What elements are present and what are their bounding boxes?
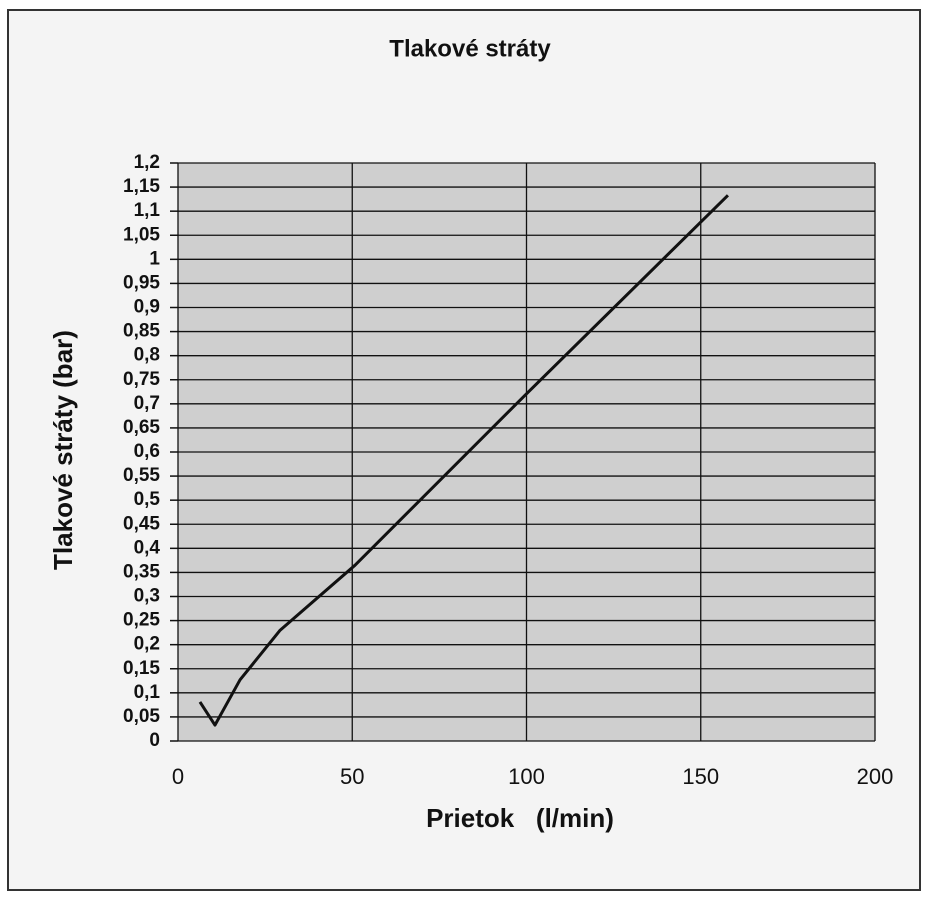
x-tick-label: 200 (857, 764, 894, 789)
y-tick-label: 1,05 (123, 224, 160, 245)
chart-title: Tlakové stráty (389, 35, 551, 62)
y-tick-label: 0,65 (123, 417, 160, 438)
y-tick-label: 0,6 (134, 441, 160, 462)
y-tick-label: 0,05 (123, 706, 160, 727)
y-tick-label: 0,3 (134, 586, 160, 607)
y-tick-label: 0,2 (134, 634, 160, 655)
y-tick-label: 0,85 (123, 321, 160, 342)
y-tick-label: 0,4 (134, 537, 161, 558)
y-tick-label: 0,15 (123, 658, 160, 679)
x-tick-label: 150 (682, 764, 719, 789)
y-tick-label: 1,1 (134, 200, 161, 221)
y-tick-label: 0,35 (123, 561, 160, 582)
y-tick-label: 0 (149, 730, 160, 751)
x-tick-label: 0 (172, 764, 184, 789)
y-tick-label: 0,7 (134, 393, 160, 414)
x-axis-label: Prietok (l/min) (426, 803, 614, 833)
y-axis-label: Tlakové stráty (bar) (48, 330, 78, 570)
y-tick-label: 0,8 (134, 345, 160, 366)
y-tick-label: 1 (149, 248, 160, 269)
y-tick-label: 1,15 (123, 176, 160, 197)
y-tick-label: 0,5 (134, 489, 161, 510)
y-tick-label: 0,9 (134, 297, 160, 318)
y-tick-label: 0,45 (123, 513, 160, 534)
y-tick-label: 0,55 (123, 465, 160, 486)
y-tick-label: 0,75 (123, 369, 160, 390)
data-line (198, 194, 729, 727)
y-tick-label: 1,2 (134, 152, 160, 173)
y-tick-label: 0,1 (134, 682, 161, 703)
y-tick-label: 0,95 (123, 272, 160, 293)
x-tick-label: 50 (340, 764, 364, 789)
y-tick-label: 0,25 (123, 610, 160, 631)
x-tick-label: 100 (508, 764, 545, 789)
